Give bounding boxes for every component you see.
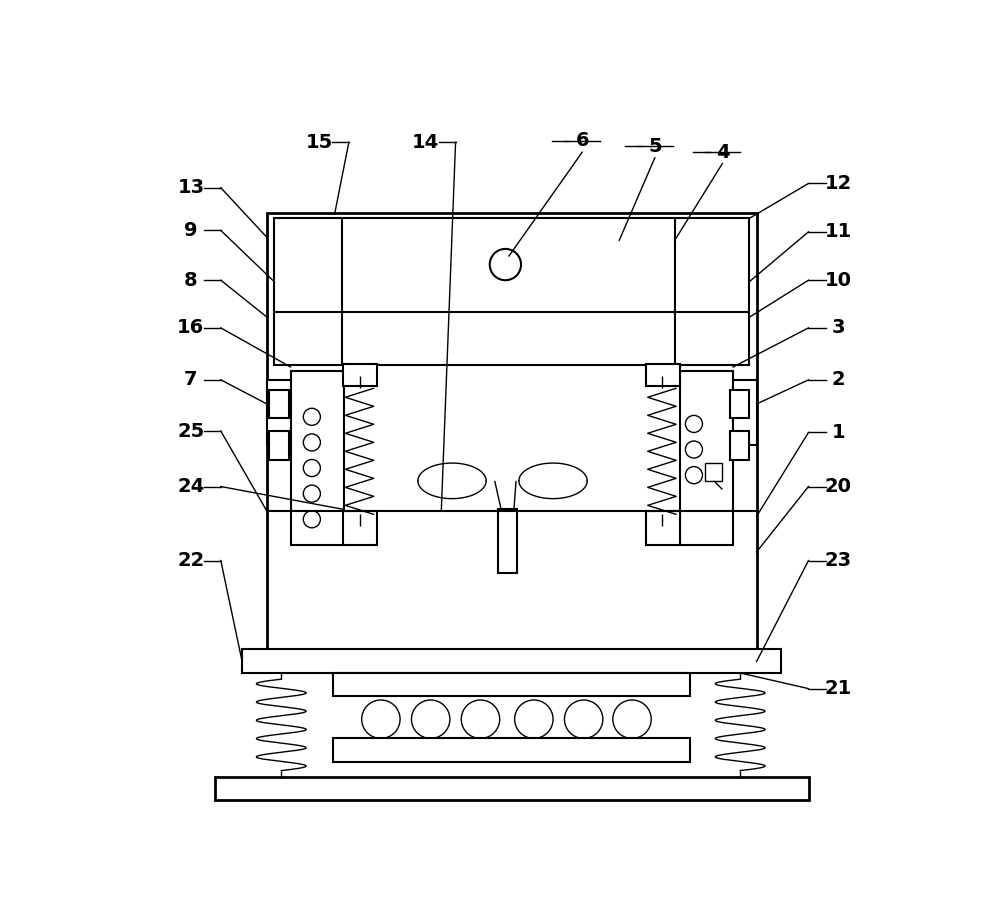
Text: 11: 11: [825, 223, 852, 241]
Circle shape: [490, 249, 521, 280]
Bar: [269, 431, 289, 459]
Text: 7: 7: [184, 371, 198, 389]
Bar: [333, 673, 690, 697]
Text: 25: 25: [177, 421, 205, 441]
Text: 8: 8: [184, 271, 198, 290]
Bar: [215, 777, 809, 800]
Circle shape: [411, 700, 450, 738]
Bar: [680, 371, 733, 545]
Circle shape: [461, 700, 500, 738]
Circle shape: [564, 700, 603, 738]
Bar: [730, 380, 757, 445]
Circle shape: [303, 459, 320, 477]
Text: 14: 14: [412, 133, 439, 152]
Circle shape: [685, 467, 702, 483]
Bar: [291, 371, 344, 545]
Circle shape: [303, 511, 320, 528]
Text: 15: 15: [305, 133, 333, 152]
Text: 3: 3: [832, 319, 845, 337]
Text: 9: 9: [184, 221, 198, 240]
Bar: [274, 218, 749, 365]
Bar: [343, 364, 377, 385]
Text: 16: 16: [177, 319, 205, 337]
Bar: [705, 463, 722, 480]
Text: 21: 21: [825, 679, 852, 699]
Bar: [267, 213, 757, 666]
Circle shape: [303, 485, 320, 503]
Text: 12: 12: [825, 174, 852, 193]
Text: 1: 1: [832, 423, 845, 442]
Text: 13: 13: [177, 178, 204, 197]
Bar: [498, 509, 517, 573]
Bar: [343, 511, 377, 545]
Text: 23: 23: [825, 551, 852, 570]
Bar: [730, 431, 749, 459]
Text: 6: 6: [575, 131, 589, 151]
Text: 10: 10: [825, 271, 852, 290]
Text: 22: 22: [177, 551, 205, 570]
Bar: [267, 380, 294, 445]
Circle shape: [362, 700, 400, 738]
Bar: [646, 511, 680, 545]
Circle shape: [515, 700, 553, 738]
Bar: [333, 738, 690, 762]
Circle shape: [303, 408, 320, 425]
Circle shape: [685, 441, 702, 458]
Circle shape: [685, 416, 702, 432]
Bar: [242, 650, 781, 673]
Bar: [269, 390, 289, 419]
Circle shape: [303, 434, 320, 451]
Bar: [730, 390, 749, 419]
Text: 4: 4: [716, 142, 729, 162]
Text: 2: 2: [832, 371, 845, 389]
Text: 24: 24: [177, 477, 205, 496]
Text: 5: 5: [648, 137, 662, 156]
Bar: [646, 364, 680, 385]
Text: 20: 20: [825, 477, 852, 496]
Circle shape: [613, 700, 651, 738]
